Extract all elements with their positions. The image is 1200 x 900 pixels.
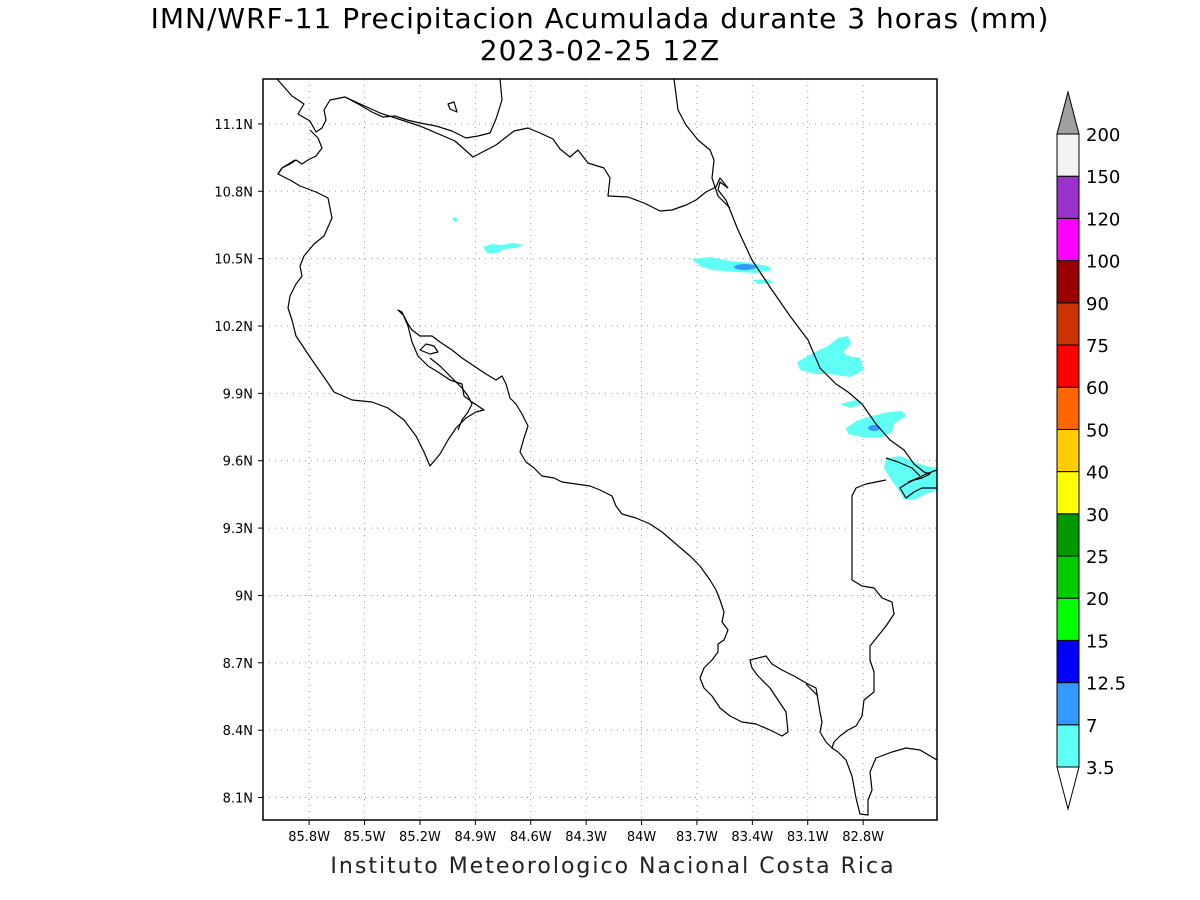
precip-core-caribbean-1 [734,264,756,270]
lon-tick-label: 84.9W [454,830,496,845]
lon-tick-label: 85.8W [288,830,330,845]
lat-tick-label: 8.1N [223,792,253,807]
lat-tick-label: 10.2N [214,320,253,335]
colorbar-label: 150 [1086,167,1120,188]
credit-text: Instituto Meteorologico Nacional Costa R… [330,854,896,879]
lat-tick-label: 8.7N [223,657,253,672]
costa-rica-pacific-coast [277,159,833,749]
costa-rica-coastline [717,181,937,816]
lat-tick-label: 11.1N [214,118,253,133]
colorbar-swatch [1056,639,1080,684]
precip-area-north-2 [483,243,524,253]
precip-area-caribbean-1 [692,257,772,273]
colorbar-swatch [1056,344,1080,388]
colorbar-swatch [1056,175,1080,219]
map-title: IMN/WRF-11 Precipitacion Acumulada duran… [150,2,1050,35]
colorbar-label: 60 [1086,378,1109,399]
colorbar-swatch [1056,260,1080,304]
lon-tick-label: 84.6W [510,830,552,845]
lat-tick-label: 8.4N [223,724,253,739]
nicoya-gulf-inner [429,357,473,431]
colorbar-label: 40 [1086,463,1109,484]
colorbar-under-triangle [1056,766,1080,811]
colorbar-swatch [1056,133,1080,177]
colorbar-swatch [1056,428,1080,473]
map-frame [262,78,938,821]
colorbar-swatch [1056,555,1080,599]
precipitation-colorbar: 3.5 7 12.5 15 20 25 30 40 50 60 75 90 100 120 150 200 [1056,90,1126,811]
precip-area-caribbean-1b [752,279,774,284]
colorbar-swatch [1056,682,1080,726]
colorbar-label: 90 [1086,294,1109,315]
colorbar-swatch [1056,386,1080,430]
nicaragua-coast [276,79,503,139]
lake-arenal [419,343,439,355]
lon-tick-label: 84W [627,830,657,845]
lon-tick-label: 85.2W [399,830,441,845]
nicaragua-cr-border [344,96,729,212]
lon-tick-label: 83.7W [676,830,718,845]
colorbar-label: 3.5 [1086,758,1115,779]
colorbar-label: 7 [1086,716,1097,737]
colorbar-label: 12.5 [1086,674,1126,695]
lat-tick-label: 10.8N [214,185,253,200]
colorbar-swatch [1056,471,1080,515]
lon-tick-label: 83.1W [787,830,829,845]
precip-area-north-1 [452,217,458,222]
colorbar-label: 75 [1086,336,1109,357]
osa-peninsula [805,683,819,697]
precip-area-caribbean-2 [797,336,864,377]
lat-tick-label: 9.9N [223,387,253,402]
precipitation-areas [452,217,937,500]
colorbar-swatch [1056,302,1080,346]
graticule: 85.8W 85.5W 85.2W 84.9W 84.6W 84.3W 84W 83.7W 83… [214,79,937,845]
coastlines-borders [276,79,937,816]
lat-tick-label: 10.5N [214,253,253,268]
colorbar-swatch [1056,597,1080,641]
lat-tick-label: 9.3N [223,522,253,537]
colorbar-swatch [1056,724,1080,768]
lon-tick-label: 85.5W [344,830,386,845]
colorbar-label: 50 [1086,420,1109,441]
colorbar-label: 15 [1086,631,1109,652]
precip-area-caribbean-5 [884,456,937,500]
colorbar-label: 30 [1086,505,1109,526]
nw-coast-1 [277,129,323,175]
precip-area-caribbean-3 [840,400,862,408]
colorbar-label: 25 [1086,547,1109,568]
colorbar-label: 100 [1086,252,1120,273]
lon-tick-label: 84.3W [565,830,607,845]
colorbar-swatch [1056,513,1080,557]
lat-tick-label: 9N [235,589,253,604]
colorbar-swatch [1056,217,1080,262]
lon-tick-label: 83.4W [731,830,773,845]
lon-tick-label: 82.8W [842,830,884,845]
precip-core-caribbean-4 [868,425,880,431]
colorbar-label: 200 [1086,125,1120,146]
nicaragua-caribbean-coast [673,79,731,209]
lat-tick-label: 9.6N [223,455,253,470]
map-datetime: 2023-02-25 12Z [479,34,721,67]
colorbar-over-triangle [1056,90,1080,135]
colorbar-label: 20 [1086,589,1109,610]
lake-island [447,101,458,113]
colorbar-label: 120 [1086,209,1120,230]
